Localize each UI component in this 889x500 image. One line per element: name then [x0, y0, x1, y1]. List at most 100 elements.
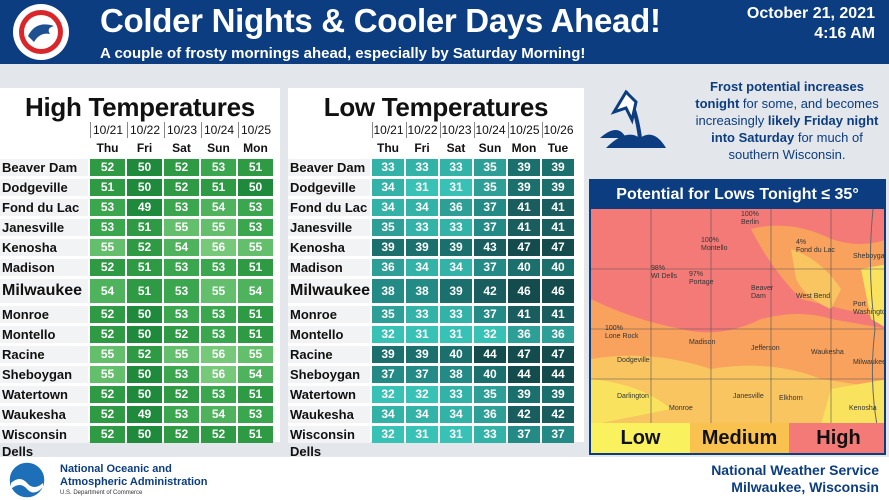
high-row: Sheboygan 55 50 53 56 54: [0, 366, 275, 383]
city-name: Beaver Dam: [288, 159, 370, 176]
low-day-header: Tue: [547, 141, 569, 155]
low-value-cell: 39: [508, 179, 540, 196]
high-value-cell: 50: [127, 386, 162, 403]
header: Colder Nights & Cooler Days Ahead! Octob…: [0, 0, 889, 64]
low-row: Kenosha 39 39 39 43 47 47: [288, 239, 576, 256]
high-value-cell: 54: [90, 279, 125, 303]
low-value-cell: 33: [440, 219, 472, 236]
low-value-cell: 33: [440, 159, 472, 176]
subtitle: A couple of frosty mornings ahead, espec…: [100, 45, 586, 62]
high-value-cell: 51: [127, 259, 162, 276]
high-value-cell: 53: [238, 199, 273, 216]
high-value-cell: 56: [201, 366, 236, 383]
low-value-cell: 41: [508, 219, 540, 236]
high-value-cell: 51: [127, 279, 162, 303]
high-value-cell: 53: [90, 219, 125, 236]
low-value-cell: 39: [508, 386, 540, 403]
high-value-cell: 52: [90, 259, 125, 276]
low-value-cell: 37: [372, 366, 404, 383]
map-city-label: Kenosha: [849, 405, 877, 412]
high-value-cell: 53: [201, 259, 236, 276]
low-date-row: 10/21 10/22 10/23 10/24 10/25 10/26: [288, 122, 576, 138]
high-value-cell: 50: [127, 306, 162, 323]
map-city-label: 100% Berlin: [741, 211, 759, 226]
low-value-cell: 46: [542, 279, 574, 303]
high-value-cell: 53: [164, 199, 199, 216]
low-value-cell: 34: [372, 199, 404, 216]
map-city-label: 98% WI Dells: [651, 265, 678, 280]
low-value-cell: 35: [474, 159, 506, 176]
low-title: Low Temperatures: [323, 92, 549, 122]
frost-flower-icon: [600, 89, 666, 148]
map-city-label: 100% Lone Rock: [605, 325, 639, 340]
low-value-cell: 35: [474, 179, 506, 196]
low-value-cell: 37: [474, 199, 506, 216]
low-date-header: 10/26: [542, 122, 574, 138]
low-value-cell: 39: [372, 239, 404, 256]
low-day-header: Fri: [414, 141, 430, 155]
low-value-cell: 31: [440, 179, 472, 196]
low-value-cell: 36: [542, 326, 574, 343]
high-value-cell: 52: [164, 179, 199, 196]
high-row: Waukesha 52 49 53 54 53: [0, 406, 275, 423]
high-value-cell: 51: [238, 259, 273, 276]
nws-name: National Weather Service: [711, 462, 879, 478]
high-value-cell: 52: [201, 426, 236, 443]
low-row: Monroe 35 33 33 37 41 41: [288, 306, 576, 323]
low-value-cell: 39: [542, 159, 574, 176]
low-value-cell: 33: [440, 386, 472, 403]
low-row: Dodgeville 34 31 31 35 39 39: [288, 179, 576, 196]
low-value-cell: 31: [406, 426, 438, 443]
nws-logo-icon: [13, 4, 69, 60]
city-name: Dodgeville: [0, 179, 88, 196]
high-day-header: Mon: [243, 141, 268, 155]
low-value-cell: 33: [440, 306, 472, 323]
city-name: Montello: [288, 326, 370, 343]
low-value-cell: 34: [406, 199, 438, 216]
map-city-label: 97% Portage: [689, 271, 714, 286]
low-value-cell: 31: [440, 326, 472, 343]
city-name: Watertown: [0, 386, 88, 403]
low-value-cell: 42: [474, 279, 506, 303]
page-title: Colder Nights & Cooler Days Ahead!: [100, 2, 661, 39]
high-value-cell: 55: [164, 346, 199, 363]
high-value-cell: 51: [238, 386, 273, 403]
low-value-cell: 34: [406, 259, 438, 276]
low-date-header: 10/22: [406, 122, 438, 138]
low-value-cell: 33: [474, 426, 506, 443]
low-value-cell: 34: [372, 406, 404, 423]
high-row: Janesville 53 51 55 55 53: [0, 219, 275, 236]
high-value-cell: 55: [164, 219, 199, 236]
city-name: Janesville: [0, 219, 88, 236]
high-value-cell: 52: [90, 406, 125, 423]
low-date-header: 10/23: [440, 122, 472, 138]
low-value-cell: 44: [474, 346, 506, 363]
footer: National Oceanic and Atmospheric Adminis…: [0, 457, 889, 500]
low-value-cell: 39: [508, 159, 540, 176]
low-date-header: 10/25: [508, 122, 540, 138]
map-title: Potential for Lows Tonight ≤ 35°: [591, 181, 884, 209]
map-city-label: Milwaukee: [853, 359, 886, 366]
low-day-header: Sun: [478, 141, 502, 155]
high-value-cell: 51: [127, 219, 162, 236]
low-value-cell: 38: [440, 366, 472, 383]
low-value-cell: 39: [542, 179, 574, 196]
low-value-cell: 35: [474, 386, 506, 403]
low-date-header: 10/24: [474, 122, 506, 138]
low-value-cell: 34: [406, 406, 438, 423]
high-value-cell: 55: [90, 346, 125, 363]
frost-text-5: for much of southern Wisconsin.: [728, 130, 863, 162]
city-name: Milwaukee: [0, 279, 88, 303]
low-value-cell: 38: [406, 279, 438, 303]
frost-text: Frost potential increases tonight for so…: [688, 78, 886, 163]
high-value-cell: 52: [90, 426, 125, 443]
high-value-cell: 50: [238, 179, 273, 196]
map-city-label: Janesville: [733, 393, 764, 400]
low-value-cell: 37: [474, 259, 506, 276]
low-value-cell: 44: [542, 366, 574, 383]
high-value-cell: 52: [164, 426, 199, 443]
low-row: Wisconsin Dells 32 31 31 33 37 37: [288, 426, 576, 459]
frost-text-1: Frost potential increases: [710, 79, 864, 94]
high-value-cell: 51: [238, 326, 273, 343]
map-city-label: 100% Montello: [701, 237, 728, 252]
